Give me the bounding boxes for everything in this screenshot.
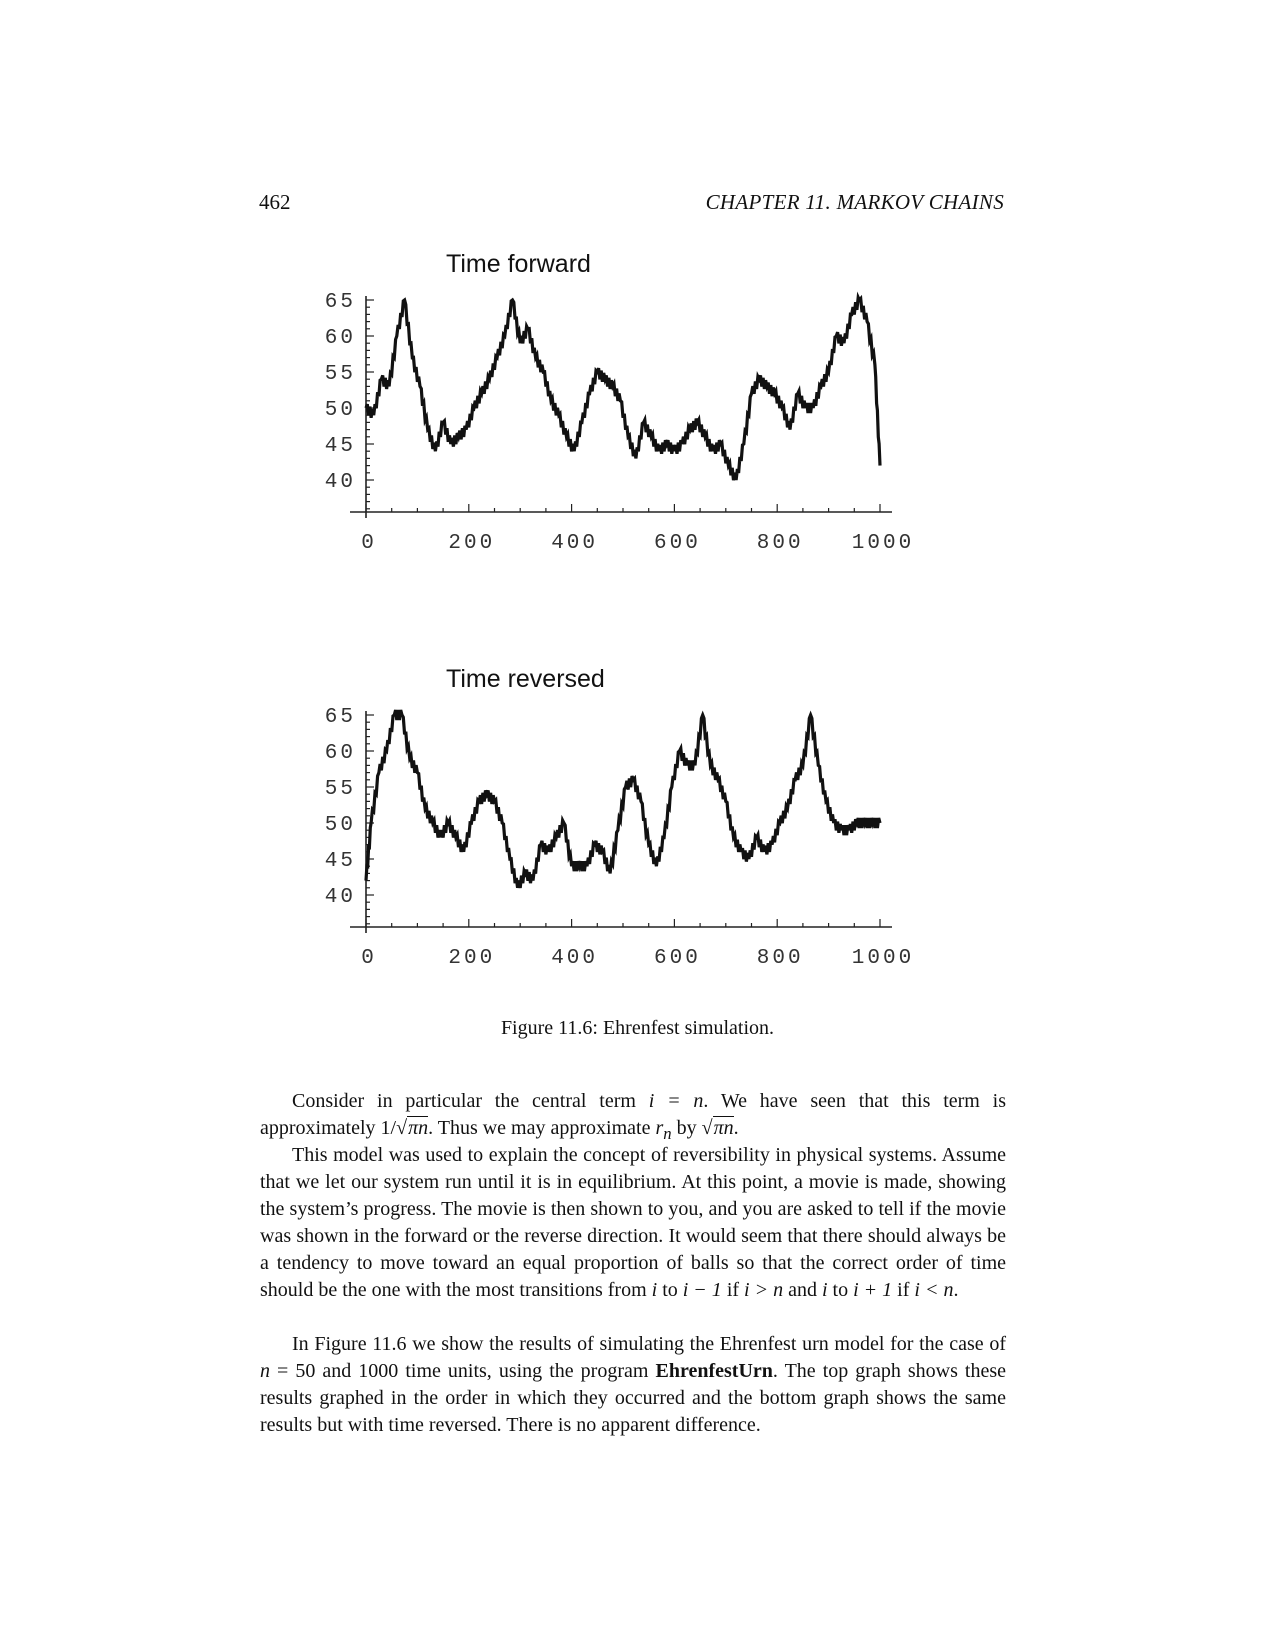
para1-text-e: . [733, 1117, 739, 1139]
forward-x-tick-label: 200 [448, 532, 495, 555]
para3-text-a: In Figure 11.6 we show the results of si… [292, 1333, 1006, 1355]
forward-y-tick-label: 45 [325, 435, 356, 458]
para1-sqrt-1: πn [407, 1116, 429, 1139]
para2-text-b: to [657, 1279, 683, 1301]
para2-text-e: to [827, 1279, 854, 1301]
chart-forward: 40 45 50 55 60 65 0 200 400 600 800 1000 [325, 291, 914, 555]
reversed-y-tick-label: 45 [325, 850, 356, 873]
sqrt-symbol-1: √πn [396, 1116, 429, 1139]
forward-y-tick-label: 50 [325, 399, 356, 422]
reversed-x-tick-label: 0 [361, 947, 377, 970]
paragraph-2: This model was used to explain the conce… [260, 1142, 1006, 1304]
reversed-x-tick-label: 800 [757, 947, 804, 970]
para1-text-a: Consider in particular the central term [292, 1090, 649, 1112]
forward-x-tick-label: 1000 [852, 532, 914, 555]
forward-y-tick-label: 55 [325, 363, 356, 386]
para1-rn: r [655, 1117, 664, 1139]
para3-text-b: = 50 and 1000 time units, using the prog… [270, 1360, 656, 1382]
para2-math-6: i < n [914, 1279, 954, 1301]
para2-math-5: i + 1 [853, 1279, 893, 1301]
reversed-y-tick-label: 55 [325, 778, 356, 801]
page-number: 462 [259, 190, 291, 214]
forward-x-tick-label: 400 [551, 532, 598, 555]
forward-y-tick-label: 40 [325, 471, 356, 494]
para1-math-eq: i = n [648, 1090, 704, 1112]
para2-math-4: i [821, 1279, 828, 1301]
program-name: EhrenfestUrn [655, 1360, 773, 1382]
forward-y-tick-label: 65 [325, 291, 356, 314]
running-head: CHAPTER 11. MARKOV CHAINS [705, 190, 1004, 214]
reversed-x-tick-label: 1000 [852, 947, 914, 970]
para1-sqrt-2: πn [712, 1116, 734, 1139]
sqrt-symbol-2: √πn [701, 1116, 734, 1139]
chart-title-reversed: Time reversed [446, 665, 605, 693]
chart-title-forward: Time forward [446, 250, 591, 278]
para1-text-b: . We have seen that this term is approxi… [260, 1090, 1006, 1139]
para2-text-g: . [953, 1279, 959, 1301]
forward-y-tick-label: 60 [325, 327, 356, 350]
para3-math-1: n [260, 1360, 270, 1382]
para2-math-3: i > n [744, 1279, 784, 1301]
para1-text-c: . Thus we may approximate [428, 1117, 656, 1139]
paragraph-3: In Figure 11.6 we show the results of si… [260, 1331, 1006, 1439]
chart-reversed: 40 45 50 55 60 65 0 200 400 600 800 1000 [325, 706, 914, 970]
reversed-y-tick-label: 50 [325, 814, 356, 837]
reversed-y-tick-label: 60 [325, 742, 356, 765]
paragraph-1: Consider in particular the central term … [260, 1088, 1006, 1147]
reversed-y-tick-label: 40 [325, 886, 356, 909]
para2-text-f: if [892, 1279, 915, 1301]
reversed-x-tick-label: 400 [551, 947, 598, 970]
para3-text-c: . The top graph shows these results grap… [260, 1360, 1006, 1436]
para2-math-1: i [651, 1279, 658, 1301]
forward-x-tick-label: 0 [361, 532, 377, 555]
para2-text-d: and [783, 1279, 822, 1301]
forward-x-tick-label: 600 [654, 532, 701, 555]
para1-rn-sub: n [663, 1124, 672, 1143]
figure-caption: Figure 11.6: Ehrenfest simulation. [500, 1017, 775, 1039]
forward-x-tick-label: 800 [757, 532, 804, 555]
forward-series-line [364, 291, 882, 481]
para2-math-2: i − 1 [682, 1279, 722, 1301]
reversed-y-tick-label: 65 [325, 706, 356, 729]
para2-text-c: if [721, 1279, 745, 1301]
reversed-series-line [364, 709, 882, 889]
reversed-x-tick-label: 200 [448, 947, 495, 970]
para2-text-a: This model was used to explain the conce… [260, 1144, 1006, 1301]
para1-text-d: by [671, 1117, 702, 1139]
reversed-x-tick-label: 600 [654, 947, 701, 970]
